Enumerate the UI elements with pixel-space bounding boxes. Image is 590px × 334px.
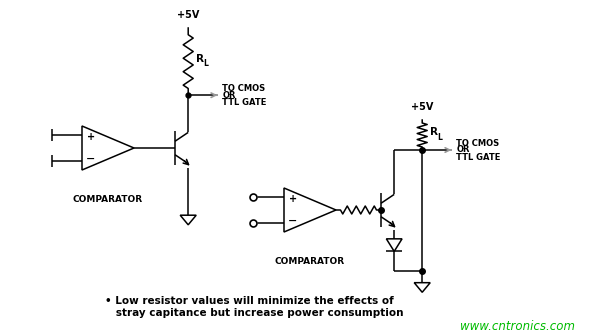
Text: TO CMOS: TO CMOS bbox=[456, 139, 499, 148]
Text: +: + bbox=[87, 132, 95, 142]
Text: R: R bbox=[430, 127, 438, 137]
Text: OR: OR bbox=[222, 91, 235, 100]
Text: TTL GATE: TTL GATE bbox=[222, 98, 267, 107]
Text: +5V: +5V bbox=[411, 102, 434, 112]
Text: L: L bbox=[437, 133, 442, 142]
Text: −: − bbox=[86, 154, 96, 164]
Text: COMPARATOR: COMPARATOR bbox=[73, 195, 143, 204]
Text: OR: OR bbox=[456, 146, 470, 155]
Text: +5V: +5V bbox=[177, 10, 199, 20]
Text: www.cntronics.com: www.cntronics.com bbox=[460, 320, 575, 333]
Text: • Low resistor values will minimize the effects of
   stray capitance but increa: • Low resistor values will minimize the … bbox=[105, 296, 404, 318]
Text: TTL GATE: TTL GATE bbox=[456, 153, 500, 162]
Text: L: L bbox=[203, 59, 208, 68]
Text: +: + bbox=[289, 194, 297, 204]
Text: COMPARATOR: COMPARATOR bbox=[275, 258, 345, 267]
Text: −: − bbox=[289, 216, 298, 226]
Text: TO CMOS: TO CMOS bbox=[222, 84, 266, 93]
Text: R: R bbox=[196, 53, 204, 63]
